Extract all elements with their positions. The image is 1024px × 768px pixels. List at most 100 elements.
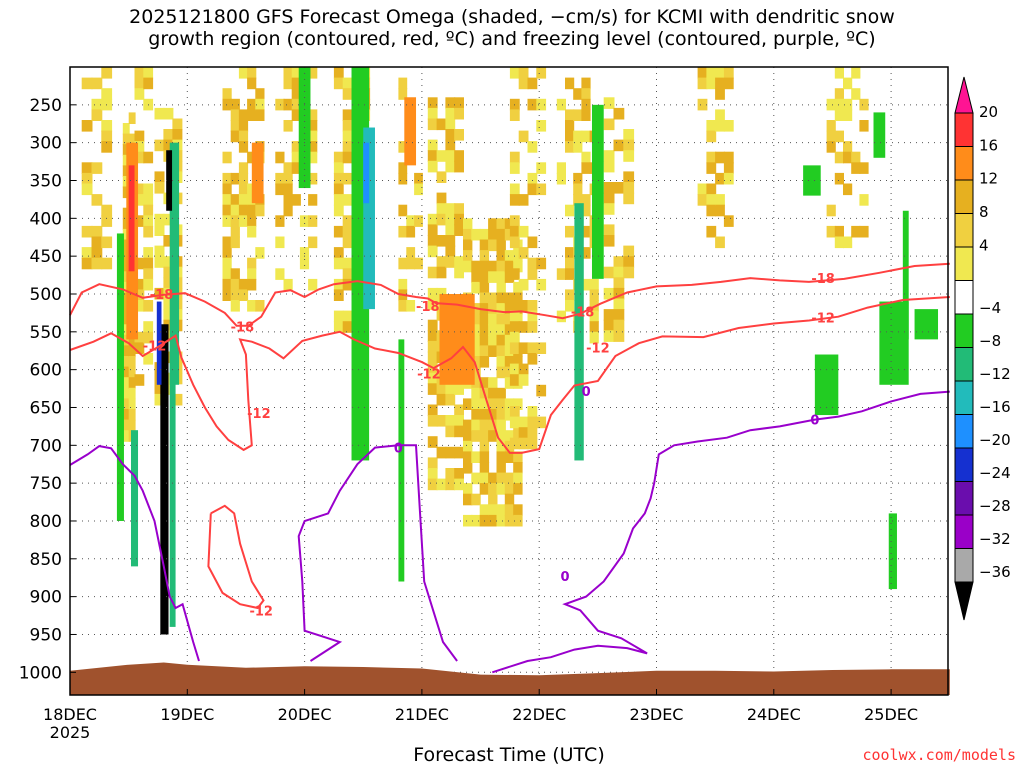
omega-cell (454, 203, 464, 215)
chart-title-line1: 2025121800 GFS Forecast Omega (shaded, −… (129, 6, 895, 28)
omega-cell (308, 194, 318, 206)
omega-cell (843, 77, 853, 90)
omega-cell (222, 194, 232, 206)
y-tick-label: 700 (30, 436, 62, 456)
omega-cell (463, 440, 473, 453)
colorbar-label: 20 (979, 103, 998, 121)
omega-cell (488, 377, 498, 389)
omega-cell (527, 300, 538, 312)
omega-cell (222, 278, 232, 291)
omega-cell (581, 194, 591, 206)
omega-cell (536, 278, 547, 291)
omega-cell (134, 300, 145, 312)
omega-cell (454, 425, 464, 438)
omega-cell (445, 446, 456, 459)
omega-cell (613, 139, 625, 152)
omega-cell (454, 150, 464, 162)
omega-cell (342, 268, 353, 280)
omega-cell (504, 292, 515, 305)
omega-cell (715, 120, 725, 132)
omega-cell (143, 247, 154, 259)
omega-cell (342, 120, 353, 132)
omega-cell (91, 257, 103, 270)
omega-cell (128, 419, 136, 432)
omega-cell (143, 194, 154, 206)
omega-cell (496, 250, 506, 262)
omega-cell (603, 224, 615, 236)
credit-link[interactable]: coolwx.com/models (862, 746, 1016, 764)
omega-cell (122, 154, 130, 167)
omega-cell (504, 271, 515, 283)
omega-cell (496, 366, 506, 379)
omega-cell (154, 224, 165, 236)
omega-cell (283, 204, 293, 217)
omega-cell (333, 162, 344, 174)
omega-cell (479, 334, 490, 347)
omega-cell (851, 151, 861, 164)
omega-cell (479, 409, 490, 421)
omega-cell (445, 97, 456, 109)
omega-cell (513, 504, 523, 516)
omega-cell (247, 77, 257, 90)
omega-cell (504, 345, 515, 357)
omega-cell (238, 162, 249, 174)
omega-cell (613, 309, 625, 321)
omega-cell (589, 310, 599, 323)
omega-cell (556, 98, 566, 111)
omega-cell (603, 192, 615, 205)
omega-cell (122, 292, 130, 305)
omega-cell (154, 256, 165, 268)
omega-band (439, 293, 475, 385)
omega-cell (826, 204, 836, 217)
colorbar-label: −12 (979, 365, 1011, 383)
omega-cell (247, 151, 257, 164)
x-tick-label: 20DEC (278, 705, 332, 724)
omega-cell (222, 204, 232, 217)
omega-cell (222, 151, 232, 164)
omega-cell (398, 88, 408, 100)
omega-cell (581, 151, 591, 164)
omega-cell (509, 321, 520, 333)
x-tick-label: 21DEC (395, 705, 449, 724)
omega-cell (613, 298, 625, 311)
omega-cell (445, 235, 456, 247)
contour-label: 0 (582, 385, 591, 400)
omega-cell (859, 225, 869, 238)
omega-cell (222, 88, 232, 100)
omega-cell (427, 319, 438, 332)
omega-cell (333, 151, 344, 164)
omega-band (404, 97, 417, 166)
omega-cell (504, 430, 515, 442)
omega-cell (128, 356, 136, 368)
omega-cell (623, 171, 635, 183)
omega-cell (122, 345, 130, 357)
omega-cell (581, 225, 591, 238)
omega-cell (445, 393, 456, 406)
omega-cell (471, 387, 481, 400)
omega-cell (342, 77, 353, 90)
omega-cell (247, 204, 257, 217)
omega-cell (496, 260, 506, 273)
omega-cell (471, 260, 481, 273)
omega-cell (834, 236, 844, 249)
omega-cell (504, 409, 515, 421)
omega-cell (454, 383, 464, 395)
omega-cell (556, 310, 566, 323)
colorbar-label: −32 (979, 530, 1011, 548)
omega-band (574, 203, 584, 461)
omega-cell (275, 268, 285, 280)
omega-cell (222, 247, 232, 259)
omega-cell (81, 162, 93, 174)
omega-cell (471, 514, 481, 527)
omega-cell (427, 139, 438, 152)
y-tick-label: 900 (30, 588, 62, 608)
omega-cell (826, 141, 836, 153)
omega-cell (527, 141, 538, 153)
omega-cell (238, 130, 249, 143)
omega-cell (454, 468, 464, 480)
omega-cell (275, 183, 285, 196)
grid-layer (70, 67, 948, 695)
omega-cell (143, 278, 154, 291)
colorbar-top-arrow (954, 76, 974, 114)
colorbar-segment (954, 514, 974, 549)
